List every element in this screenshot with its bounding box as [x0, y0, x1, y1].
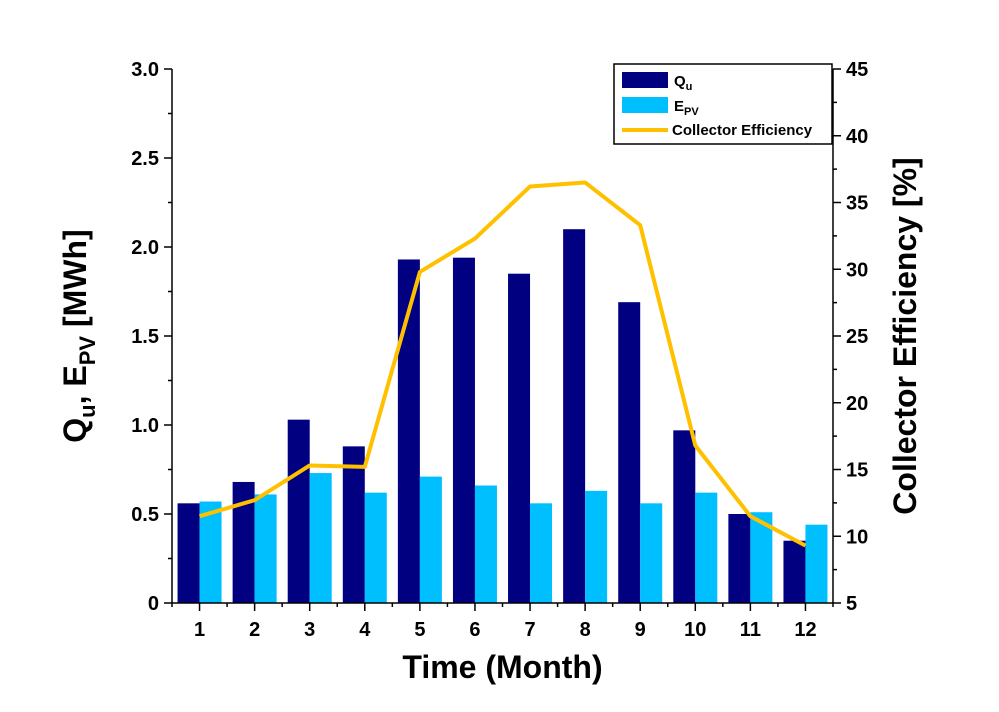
bar-epv-10 — [695, 492, 718, 603]
x-tick-label: 1 — [194, 619, 205, 641]
bar-epv-12 — [805, 524, 828, 603]
y-axis-title-sub: PV — [75, 336, 100, 366]
x-tick-label: 8 — [580, 619, 591, 641]
y-tick-label: 0 — [148, 593, 159, 615]
bar-epv-5 — [419, 476, 442, 603]
legend-label-main: E — [674, 98, 684, 115]
legend-label-sub: u — [686, 81, 693, 93]
bar-qu-11 — [728, 514, 751, 603]
x-tick-label: 10 — [684, 619, 706, 641]
bar-qu-2 — [232, 481, 255, 603]
bar-epv-9 — [640, 503, 663, 603]
bar-epv-3 — [309, 473, 332, 603]
y2-tick-label: 35 — [846, 193, 868, 215]
bar-qu-10 — [673, 430, 696, 603]
x-tick-label: 9 — [635, 619, 646, 641]
y-axis-title-part: Q — [57, 418, 93, 443]
y-axis-title-part: , E — [57, 365, 93, 404]
x-tick-label: 5 — [414, 619, 425, 641]
bar-qu-9 — [618, 302, 641, 603]
bar-epv-2 — [254, 494, 277, 603]
bar-qu-7 — [508, 273, 531, 603]
legend-label-sub: PV — [684, 106, 699, 118]
y-axis-title: Qu, EPV [MWh] — [57, 229, 100, 442]
bar-qu-6 — [452, 257, 475, 603]
y-tick-label: 1.5 — [131, 326, 159, 348]
y2-tick-label: 45 — [846, 59, 868, 81]
efficiency-line-layer — [198, 180, 807, 548]
x-tick-label: 7 — [524, 619, 535, 641]
y-tick-label: 0.5 — [131, 504, 159, 526]
y2-tick-label: 10 — [846, 526, 868, 548]
y2-tick-label: 20 — [846, 393, 868, 415]
bar-qu-8 — [563, 229, 586, 603]
legend-label-efficiency: Collector Efficiency — [672, 122, 813, 139]
y2-tick-label: 40 — [846, 126, 868, 148]
x-tick-label: 2 — [249, 619, 260, 641]
legend-label-qu: Qu — [674, 73, 692, 93]
bar-epv-4 — [364, 492, 387, 603]
legend-label-main: Q — [674, 73, 686, 90]
legend-swatch-epv — [622, 97, 668, 113]
efficiency-line — [198, 180, 807, 548]
bar-epv-8 — [585, 490, 608, 603]
x-tick-label: 12 — [794, 619, 816, 641]
y2-tick-label: 15 — [846, 460, 868, 482]
bar-epv-11 — [750, 512, 773, 603]
legend-swatch-qu — [622, 72, 668, 88]
y-tick-label: 2.0 — [131, 237, 159, 259]
x-tick-label: 4 — [359, 619, 371, 641]
bar-qu-4 — [342, 446, 365, 603]
x-tick-label: 3 — [304, 619, 315, 641]
y-axis-title-part: [MWh] — [57, 229, 93, 336]
bar-qu-1 — [177, 503, 200, 603]
y2-tick-label: 5 — [846, 593, 857, 615]
bar-qu-12 — [783, 540, 806, 603]
x-tick-label: 6 — [469, 619, 480, 641]
bar-epv-7 — [530, 503, 553, 603]
bar-epv-6 — [474, 485, 497, 603]
y2-tick-label: 30 — [846, 259, 868, 281]
bar-qu-3 — [287, 419, 310, 603]
bars-layer — [177, 229, 828, 603]
bar-epv-1 — [199, 501, 222, 603]
legend-label-epv: EPV — [674, 98, 699, 118]
bar-qu-5 — [397, 259, 420, 603]
y-tick-label: 3.0 — [131, 59, 159, 81]
y-tick-label: 2.5 — [131, 148, 159, 170]
y-axis-title-sub: u — [75, 404, 100, 417]
y-tick-label: 1.0 — [131, 415, 159, 437]
x-tick-label: 11 — [740, 619, 761, 641]
x-axis-title: Time (Month) — [402, 649, 602, 685]
axes-layer — [164, 68, 841, 611]
y2-axis-title: Collector Efficiency [%] — [887, 157, 923, 514]
y2-tick-label: 25 — [846, 326, 868, 348]
